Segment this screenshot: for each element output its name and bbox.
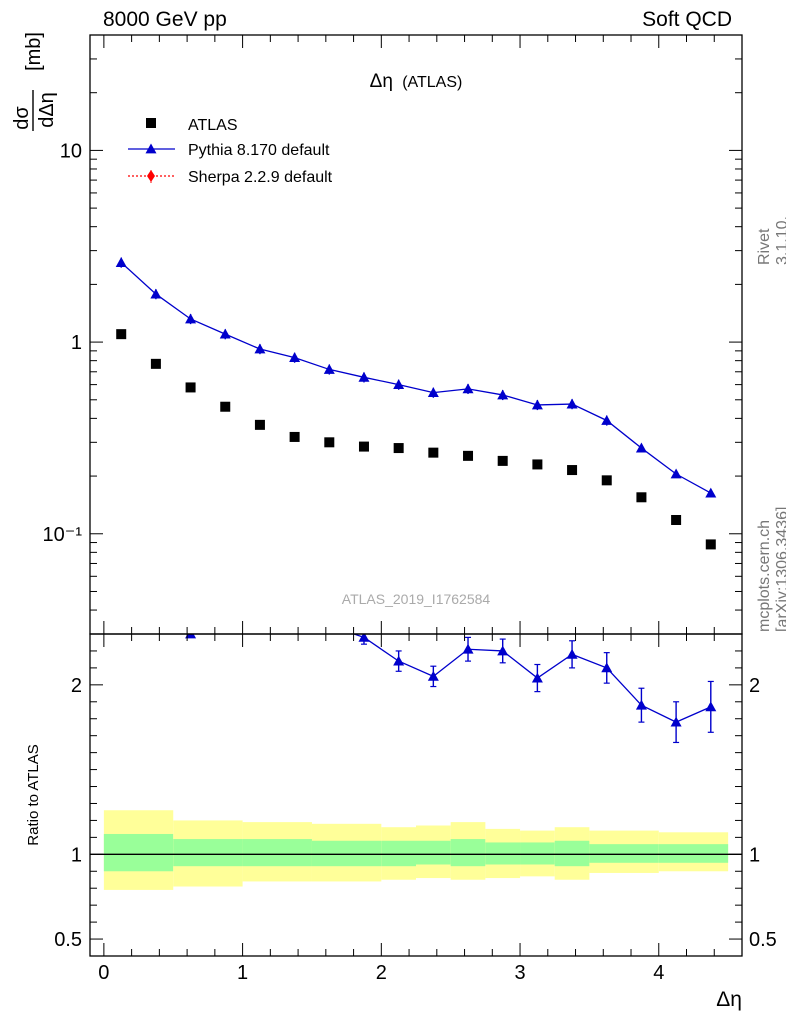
ratio-inner-band [520,842,555,865]
legend-atlas-label: ATLAS [188,117,238,134]
pythia-data-point [427,387,439,398]
plot-title-main: Δη [370,71,393,92]
pythia-line [120,262,712,494]
pythia-data-point [289,352,301,363]
atlas-data-point [567,465,578,476]
atlas-data-point [532,459,543,470]
atlas-data-point [324,437,335,448]
pythia-data-point [323,363,335,374]
pythia-ratio-point [670,716,682,727]
pythia-data-point [254,343,266,354]
x-axis-label: Δη [716,988,742,1011]
ratio-inner-band [173,839,243,867]
pythia-data-point [531,399,543,410]
pythia-ratio-point [635,699,647,710]
atlas-data-point [497,455,508,466]
ratio-y-tick-label: 1 [71,844,82,866]
main-y-tick-label: 1 [71,332,82,354]
atlas-data-point [393,443,404,454]
pythia-data-point [705,487,717,498]
pythia-data-point [462,383,474,394]
ratio-y-tick-label-right: 2 [749,675,760,697]
legend-atlas-marker [146,118,156,128]
pythia-ratio-point [185,634,197,639]
x-tick-label: 4 [653,962,664,984]
pythia-data-point [358,371,370,382]
legend-pythia-marker [145,143,157,154]
pythia-ratio-point [705,701,717,712]
pythia-ratio-point [116,615,127,625]
ratio-plot-frame [89,633,743,957]
y-axis-label-numerator: dσ [11,106,33,130]
pythia-data-point [219,328,231,339]
y-axis-label-unit: [mb] [23,32,45,71]
main-y-tick-label: 10⁻¹ [43,524,83,546]
atlas-data-point [185,382,196,393]
atlas-data-point [220,401,231,412]
pythia-data-point [185,313,197,324]
ratio-y-tick-label: 2 [71,675,82,697]
pythia-ratio-point [358,634,370,642]
plot-title-sub: (ATLAS) [402,74,462,91]
ratio-inner-band [242,839,312,867]
pythia-ratio-point [462,643,474,654]
pythia-data-point [635,442,647,453]
ratio-inner-band [311,840,382,867]
ratio-inner-band [485,842,521,865]
ratio-inner-band [450,839,486,867]
legend-pythia-label: Pythia 8.170 default [188,142,330,159]
ratio-inner-band [381,840,416,867]
x-tick-label: 2 [376,962,387,984]
pythia-ratio-point [220,615,231,625]
atlas-data-point [428,447,439,458]
legend-sherpa-label: Sherpa 2.2.9 default [188,169,333,186]
atlas-data-point [116,329,127,340]
pythia-ratio-point [497,645,509,656]
pythia-data-point [566,398,578,409]
atlas-data-point [705,539,716,550]
ratio-inner-band [554,840,590,867]
pythia-ratio-point [254,605,265,615]
ratio-y-tick-label: 0.5 [54,929,82,951]
ratio-y-axis-label: Ratio to ATLAS [25,744,42,845]
pythia-data-point [150,288,162,299]
atlas-data-point [601,475,612,486]
x-tick-label: 0 [98,962,109,984]
ratio-inner-band [416,840,451,865]
pythia-ratio-point [427,670,439,681]
header-energy-label: 8000 GeV pp [103,8,227,31]
atlas-data-point [636,492,647,503]
x-tick-label: 3 [514,962,525,984]
pythia-ratio-point [289,595,300,605]
ratio-y-tick-label-right: 1 [749,844,760,866]
pythia-ratio-line [187,634,712,723]
ratio-inner-band [589,844,659,863]
pythia-ratio-point [566,648,578,659]
atlas-data-point [150,358,161,369]
atlas-data-point [289,431,300,442]
pythia-data-point [601,414,613,425]
pythia-ratio-point [393,655,405,666]
pythia-data-point [497,389,509,400]
x-tick-label: 1 [237,962,248,984]
pythia-data-point [115,257,127,267]
pythia-data-point [393,379,405,390]
analysis-label: ATLAS_2019_I1762584 [342,591,491,607]
ratio-inner-band [103,833,174,872]
pythia-ratio-point [601,662,613,673]
atlas-data-point [254,419,265,430]
ratio-y-tick-label-right: 0.5 [749,929,777,951]
ratio-inner-band [658,844,729,863]
pythia-data-point [670,468,682,479]
atlas-data-point [463,450,474,461]
legend-sherpa-marker [147,170,155,182]
pythia-ratio-point [531,672,543,683]
y-axis-label-denominator: dΔη [36,92,58,128]
header-process-label: Soft QCD [642,8,732,31]
atlas-data-point [358,441,369,452]
atlas-data-point [671,514,682,525]
main-y-tick-label: 10 [60,140,82,162]
plot-title: Δη (ATLAS) [370,71,463,92]
